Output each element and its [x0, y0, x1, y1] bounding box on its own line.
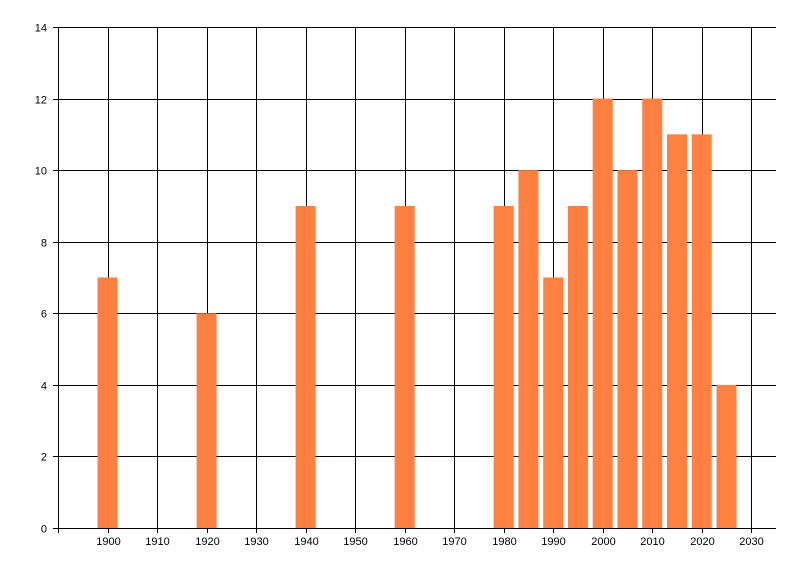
y-tick-label-10: 10 [35, 166, 47, 178]
x-tick-label-1900: 1900 [96, 536, 120, 548]
x-tick-label-1960: 1960 [393, 536, 417, 548]
x-tick-label-2000: 2000 [591, 536, 615, 548]
bar-2020 [691, 134, 712, 528]
bar-2000 [592, 98, 613, 529]
tick-labels: 1900 1910 1920 1930 1940 1950 1960 1970 1980 1990… [35, 23, 764, 549]
x-tick-label-2010: 2010 [640, 536, 664, 548]
y-tick-label-6: 6 [41, 309, 47, 321]
axes [53, 27, 776, 533]
x-tick-label-2020: 2020 [690, 536, 714, 548]
bar-1985 [518, 170, 539, 528]
y-tick-label-4: 4 [41, 381, 47, 393]
bars [97, 98, 737, 529]
bar-1960 [394, 205, 415, 528]
bar-2015 [666, 134, 687, 528]
bar-1995 [567, 205, 588, 528]
x-tick-label-1970: 1970 [442, 536, 466, 548]
y-tick-label-8: 8 [41, 238, 47, 250]
bar-1900 [97, 277, 118, 528]
x-tick-label-1990: 1990 [541, 536, 565, 548]
y-tick-label-12: 12 [35, 95, 47, 107]
y-tick-label-0: 0 [41, 524, 47, 536]
x-tick-label-1930: 1930 [244, 536, 268, 548]
bar-1990 [543, 277, 564, 528]
y-tick-label-14: 14 [35, 23, 47, 35]
bar-2010 [642, 98, 663, 529]
bar-1940 [295, 205, 316, 528]
x-tick-label-1910: 1910 [145, 536, 169, 548]
x-tick-label-1950: 1950 [343, 536, 367, 548]
x-tick-label-1940: 1940 [294, 536, 318, 548]
bar-2025 [716, 384, 737, 528]
bar-1920 [196, 313, 217, 528]
bar-2005 [617, 170, 638, 528]
y-tick-label-2: 2 [41, 452, 47, 464]
x-tick-label-1980: 1980 [492, 536, 516, 548]
bar-1980 [493, 205, 514, 528]
x-tick-label-2030: 2030 [739, 536, 763, 548]
x-tick-label-1920: 1920 [195, 536, 219, 548]
